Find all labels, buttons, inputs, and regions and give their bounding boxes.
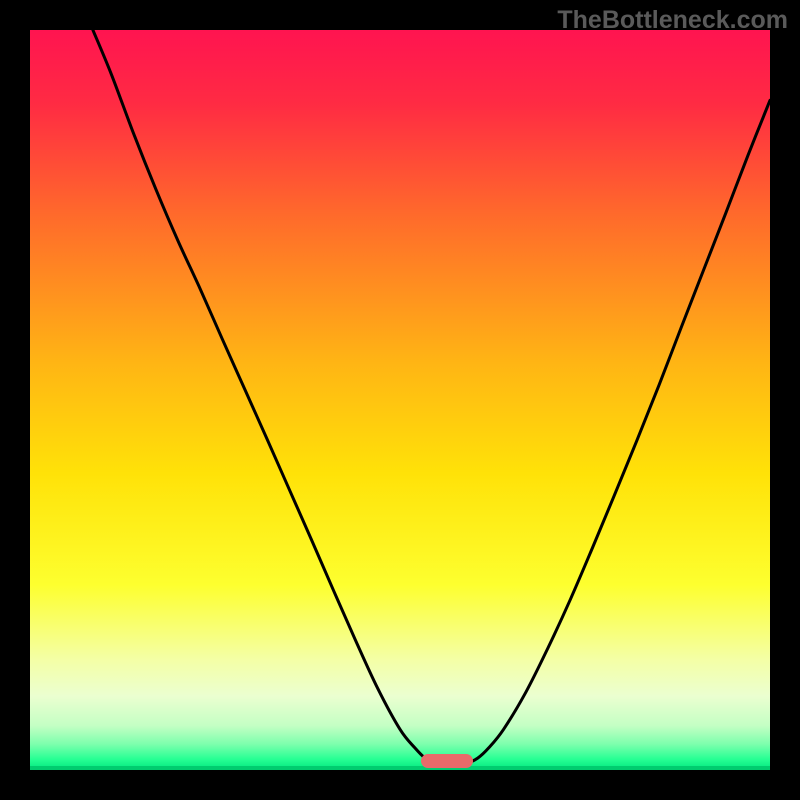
watermark-text: TheBottleneck.com <box>557 6 788 35</box>
plot-area <box>30 30 770 770</box>
bottleneck-curve <box>30 30 770 770</box>
valley-marker <box>421 754 473 768</box>
chart-frame: TheBottleneck.com <box>0 0 800 800</box>
